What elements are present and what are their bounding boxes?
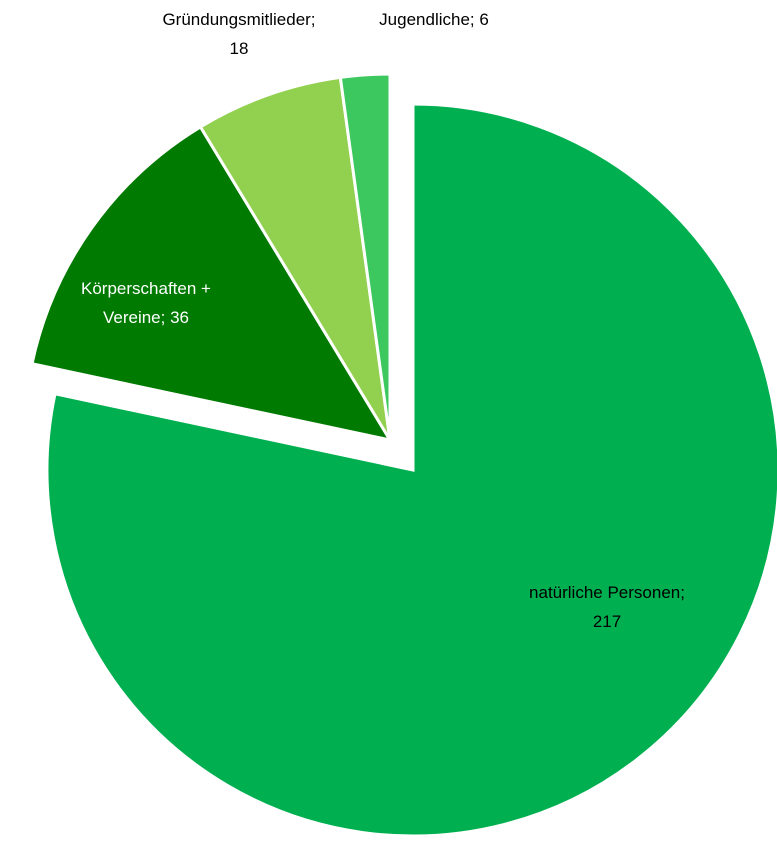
slice-label: Körperschaften + Vereine; 36 xyxy=(81,279,211,327)
slice-label-line: Vereine; 36 xyxy=(103,308,189,327)
pie-slice-gründungsmitlieder xyxy=(198,75,392,441)
slice-label-line: Gründungsmitlieder; xyxy=(162,10,315,29)
slice-labels: natürliche Personen; 217 Körperschaften + V… xyxy=(81,10,685,631)
slice-label-line: Körperschaften + xyxy=(81,279,211,298)
slice-label-line: Jugendliche; 6 xyxy=(379,10,489,29)
slice-label: Gründungsmitlieder; 18 xyxy=(162,10,315,58)
slice-label: Jugendliche; 6 xyxy=(379,10,489,29)
pie-slice-körperschaften-vereine xyxy=(30,124,394,443)
pie-slice-jugendliche xyxy=(338,72,392,441)
pie-slices xyxy=(30,72,777,838)
pie-slice-natürliche-personen xyxy=(45,102,777,838)
slice-label: natürliche Personen; 217 xyxy=(529,583,685,631)
slice-label-line: 217 xyxy=(593,612,621,631)
slice-label-line: natürliche Personen; xyxy=(529,583,685,602)
slice-label-line: 18 xyxy=(230,39,249,58)
